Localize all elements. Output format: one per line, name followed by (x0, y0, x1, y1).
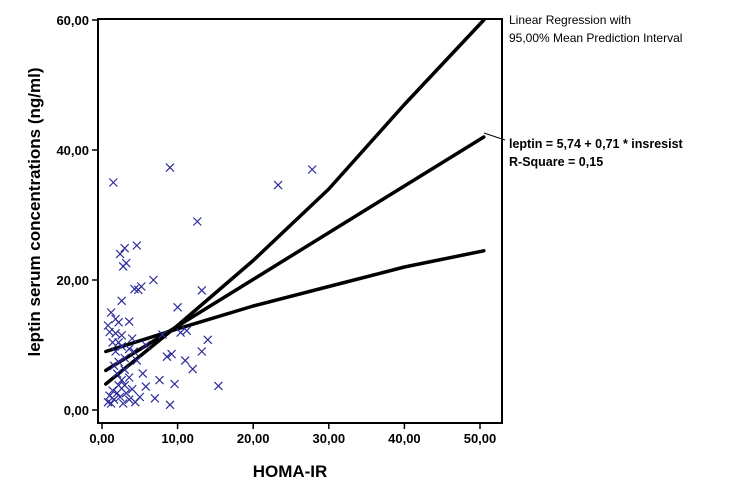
data-point (176, 328, 186, 338)
data-point (117, 330, 127, 340)
data-point (124, 317, 134, 327)
data-point (124, 373, 134, 382)
data-point (106, 399, 116, 408)
data-point (121, 388, 131, 398)
data-point (117, 296, 127, 306)
data-point (141, 340, 151, 350)
regression-equation: leptin = 5,74 + 0,71 * insresist (509, 137, 684, 151)
data-point (180, 356, 190, 366)
x-tick-label: 30,00 (313, 431, 346, 446)
data-point (129, 347, 139, 356)
y-tick-label: 20,00 (56, 273, 89, 288)
lower-interval-line (104, 249, 486, 354)
data-point (127, 384, 137, 394)
data-point (165, 163, 175, 173)
data-point (108, 178, 118, 187)
data-point (124, 395, 134, 405)
data-point (109, 395, 119, 405)
data-point (197, 347, 207, 356)
data-point (197, 285, 207, 295)
data-point (106, 308, 116, 317)
data-point (141, 382, 151, 392)
x-tick-label: 40,00 (388, 431, 421, 446)
x-axis: 0,00 10,00 20,00 30,00 40,00 50,00 (89, 423, 496, 446)
data-point (192, 217, 202, 226)
upper-interval-line (104, 18, 486, 386)
data-point (150, 393, 160, 403)
data-point (188, 364, 198, 374)
data-points (103, 163, 317, 410)
y-tick-label: 60,00 (56, 13, 89, 28)
data-point (117, 375, 127, 385)
x-tick-label: 20,00 (237, 431, 270, 446)
data-point (213, 381, 223, 391)
data-point (103, 321, 113, 330)
data-point (182, 326, 192, 336)
data-point (132, 356, 142, 366)
y-axis: 0,00 20,00 40,00 60,00 (56, 13, 98, 418)
data-point (114, 317, 124, 327)
data-point (155, 375, 164, 385)
y-tick-label: 0,00 (64, 403, 89, 418)
data-point (203, 335, 213, 345)
data-point (127, 334, 137, 343)
y-axis-title: leptin serum concentrations (ng/ml) (25, 67, 44, 356)
data-point (108, 386, 118, 395)
x-tick-label: 0,00 (89, 431, 114, 446)
data-point (105, 327, 115, 337)
data-point (162, 352, 172, 362)
data-point (170, 379, 180, 389)
data-point (115, 249, 125, 259)
data-point (120, 380, 130, 390)
data-point (112, 369, 122, 379)
data-point (158, 330, 167, 340)
data-point (118, 261, 128, 271)
data-point (118, 399, 128, 408)
y-tick-label: 40,00 (56, 143, 89, 158)
data-point (307, 165, 317, 174)
data-point (120, 353, 130, 363)
legend-title-line1: Linear Regression with (509, 13, 631, 27)
data-point (130, 284, 139, 294)
equation-leader-line (483, 132, 506, 141)
data-point (130, 397, 140, 407)
data-point (120, 365, 130, 375)
r-square-label: R-Square = 0,15 (509, 155, 603, 169)
data-point (109, 361, 119, 371)
data-point (138, 369, 148, 379)
data-point (148, 275, 158, 285)
plot-frame (97, 18, 503, 424)
x-tick-label: 10,00 (161, 431, 194, 446)
data-point (115, 392, 125, 402)
legend-title-line2: 95,00% Mean Prediction Interval (509, 31, 682, 45)
data-point (167, 349, 177, 359)
data-point (173, 302, 183, 312)
regression-lines (104, 18, 486, 386)
data-point (111, 328, 121, 338)
data-point (103, 397, 113, 407)
data-point (117, 341, 127, 351)
data-point (112, 388, 122, 398)
data-point (111, 347, 121, 356)
x-axis-title: HOMA-IR (253, 462, 328, 480)
data-point (273, 180, 283, 190)
data-point (165, 400, 175, 410)
data-point (124, 344, 134, 354)
data-point (132, 241, 142, 250)
x-tick-label: 50,00 (464, 431, 497, 446)
data-point (120, 243, 130, 253)
